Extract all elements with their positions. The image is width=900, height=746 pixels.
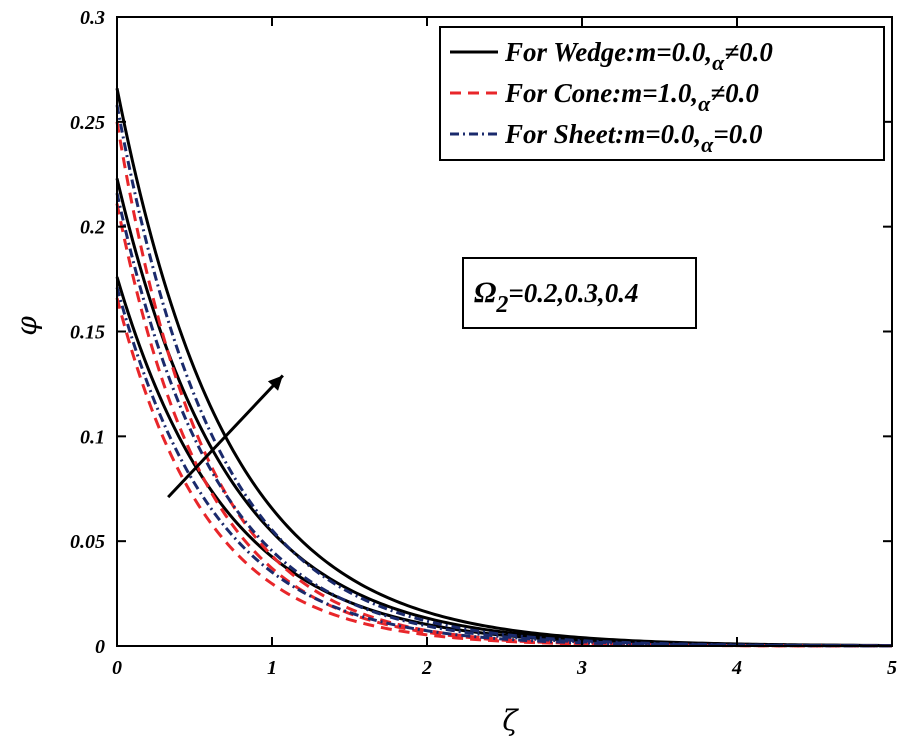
series-line-wedge-1 bbox=[115, 178, 893, 648]
annotation: Ω2=0.2,0.3,0.4 bbox=[462, 257, 697, 329]
arrow-shaft bbox=[167, 374, 284, 499]
series-line-wedge-0 bbox=[115, 276, 893, 648]
series-line-wedge-2 bbox=[115, 87, 893, 647]
x-tick-label: 3 bbox=[576, 657, 587, 679]
legend-box bbox=[439, 26, 885, 161]
x-tick-label: 0 bbox=[112, 657, 122, 679]
series-line-cone-5 bbox=[115, 121, 892, 648]
y-tick-label: 0.05 bbox=[70, 531, 105, 553]
x-axis-label: ζ bbox=[502, 704, 519, 737]
trend-arrow bbox=[167, 374, 284, 499]
annotation-subscript: 2 bbox=[495, 292, 508, 318]
legend-label: For Sheet:m=0.0,α=0.0 bbox=[504, 119, 763, 157]
tick-labels: 0 1 2 3 4 5 0 0.05 0.1 0.15 0.2 0.25 0.3 bbox=[70, 7, 897, 679]
y-tick-label: 0.15 bbox=[70, 322, 105, 344]
y-tick-label: 0.25 bbox=[70, 112, 105, 134]
y-axis-label: φ bbox=[10, 316, 43, 336]
annotation-box bbox=[462, 257, 697, 329]
x-tick-label: 4 bbox=[731, 657, 742, 679]
ticks bbox=[116, 16, 893, 647]
y-tick-label: 0.2 bbox=[80, 217, 105, 239]
x-tick-label: 5 bbox=[887, 657, 897, 679]
annotation-symbol: Ω bbox=[474, 276, 496, 309]
series-line-cone-3 bbox=[115, 297, 893, 648]
y-tick-label: 0 bbox=[95, 636, 105, 658]
annotation-values: =0.2,0.3,0.4 bbox=[508, 278, 638, 308]
y-tick-label: 0.3 bbox=[80, 7, 105, 29]
curves bbox=[115, 87, 893, 648]
series-line-sheet-6 bbox=[115, 287, 893, 648]
y-tick-label: 0.1 bbox=[80, 426, 105, 448]
arrow-head bbox=[267, 375, 283, 391]
series-line-sheet-8 bbox=[115, 104, 893, 648]
annotation-text: Ω2=0.2,0.3,0.4 bbox=[474, 276, 639, 318]
legend-label: For Wedge:m=0.0,α≠0.0 bbox=[504, 37, 773, 75]
legend-label: For Cone:m=1.0,α≠0.0 bbox=[504, 78, 759, 116]
x-tick-label: 2 bbox=[421, 657, 432, 679]
x-tick-label: 1 bbox=[267, 657, 277, 679]
